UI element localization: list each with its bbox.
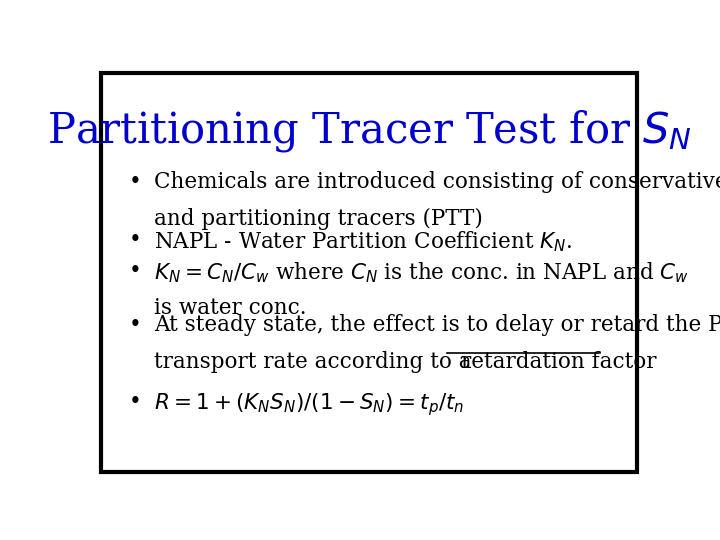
Text: transport rate according to a: transport rate according to a [154,351,479,373]
Text: NAPL - Water Partition Coefficient $K_N$.: NAPL - Water Partition Coefficient $K_N$… [154,229,572,254]
Text: •: • [129,314,142,336]
Text: •: • [129,229,142,251]
Text: •: • [129,171,142,193]
Text: and partitioning tracers (PTT): and partitioning tracers (PTT) [154,207,483,230]
Text: $R = 1 + (K_N S_N)/(1 - S_N) = t_p/t_n$: $R = 1 + (K_N S_N)/(1 - S_N) = t_p/t_n$ [154,391,464,418]
Text: is water conc.: is water conc. [154,297,307,319]
FancyBboxPatch shape [101,73,637,472]
Text: •: • [129,260,142,282]
Text: •: • [129,391,142,413]
Text: retardation factor: retardation factor [461,351,657,373]
Text: At steady state, the effect is to delay or retard the PT: At steady state, the effect is to delay … [154,314,720,336]
Text: Partitioning Tracer Test for $S_N$: Partitioning Tracer Test for $S_N$ [47,109,691,154]
Text: $K_N = C_N/C_w$ where $C_N$ is the conc. in NAPL and $C_w$: $K_N = C_N/C_w$ where $C_N$ is the conc.… [154,260,689,285]
Text: Chemicals are introduced consisting of conservative: Chemicals are introduced consisting of c… [154,171,720,193]
